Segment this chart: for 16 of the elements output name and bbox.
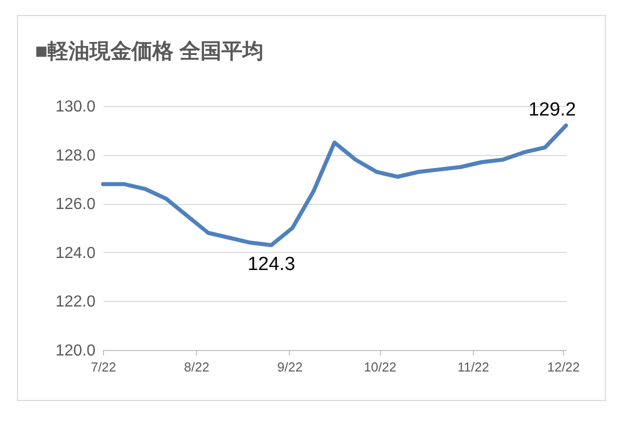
line-series	[101, 124, 568, 248]
x-tick-label: 12/22	[547, 360, 580, 374]
x-tick-label: 8/22	[184, 360, 210, 374]
x-tick-label: 7/22	[90, 360, 116, 374]
x-tick-label: 11/22	[458, 360, 490, 374]
annotation: 124.3	[248, 254, 296, 276]
x-tick-label: 9/22	[277, 360, 303, 374]
chart-title: ■軽油現金価格 全国平均	[35, 40, 264, 63]
x-tick-label: 10/22	[364, 360, 396, 374]
y-tick-label: 126.0	[55, 196, 96, 214]
y-tick-label: 130.0	[55, 98, 96, 116]
y-tick-label: 124.0	[55, 244, 96, 262]
y-tick-label: 122.0	[55, 294, 96, 311]
annotation: 129.2	[528, 100, 576, 121]
y-tick-label: 120.0	[55, 342, 96, 360]
y-tick-label: 128.0	[55, 147, 96, 164]
